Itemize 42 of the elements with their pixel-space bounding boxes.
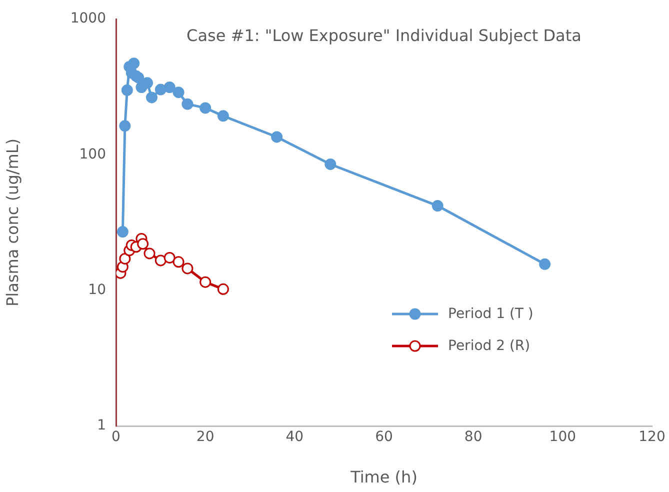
point <box>128 58 140 70</box>
y-tick-label: 100 <box>79 146 106 162</box>
y-tick-label: 1000 <box>70 10 106 27</box>
point <box>539 258 551 270</box>
x-axis-title: Time (h) <box>350 468 418 487</box>
point <box>182 262 194 274</box>
point <box>164 82 176 93</box>
point <box>217 110 229 122</box>
point <box>154 84 166 96</box>
point <box>142 77 154 89</box>
point <box>271 131 283 143</box>
y-tick-label: 1 <box>97 418 106 434</box>
point <box>137 238 149 250</box>
y-axis-title: Plasma conc (ug/mL) <box>2 138 22 306</box>
x-tick-label: 20 <box>196 429 214 446</box>
point <box>119 252 131 264</box>
point <box>217 283 229 295</box>
legend-label: Period 1 (T ) <box>448 306 534 322</box>
point <box>121 84 133 96</box>
point <box>432 200 444 212</box>
point <box>132 72 144 84</box>
point <box>324 158 336 170</box>
y-tick-label: 10 <box>88 282 106 298</box>
point <box>116 226 128 238</box>
x-tick-label: 120 <box>638 429 666 446</box>
point <box>182 98 194 110</box>
point <box>200 276 212 288</box>
text: Case #1: "Low Exposure" Individual Subject Data <box>186 26 582 45</box>
point <box>164 252 176 264</box>
x-tick-label: 60 <box>375 429 393 446</box>
point <box>146 92 158 104</box>
point <box>172 86 184 98</box>
point <box>154 254 166 266</box>
x-tick-label: 80 <box>464 429 482 446</box>
point <box>200 102 212 114</box>
x-tick-label: 0 <box>112 429 120 446</box>
legend-label: Period 2 (R) <box>448 338 530 354</box>
point <box>144 248 156 260</box>
point <box>119 120 131 132</box>
point <box>172 256 184 268</box>
x-tick-label: 100 <box>549 429 576 446</box>
x-tick-label: 40 <box>286 429 304 446</box>
